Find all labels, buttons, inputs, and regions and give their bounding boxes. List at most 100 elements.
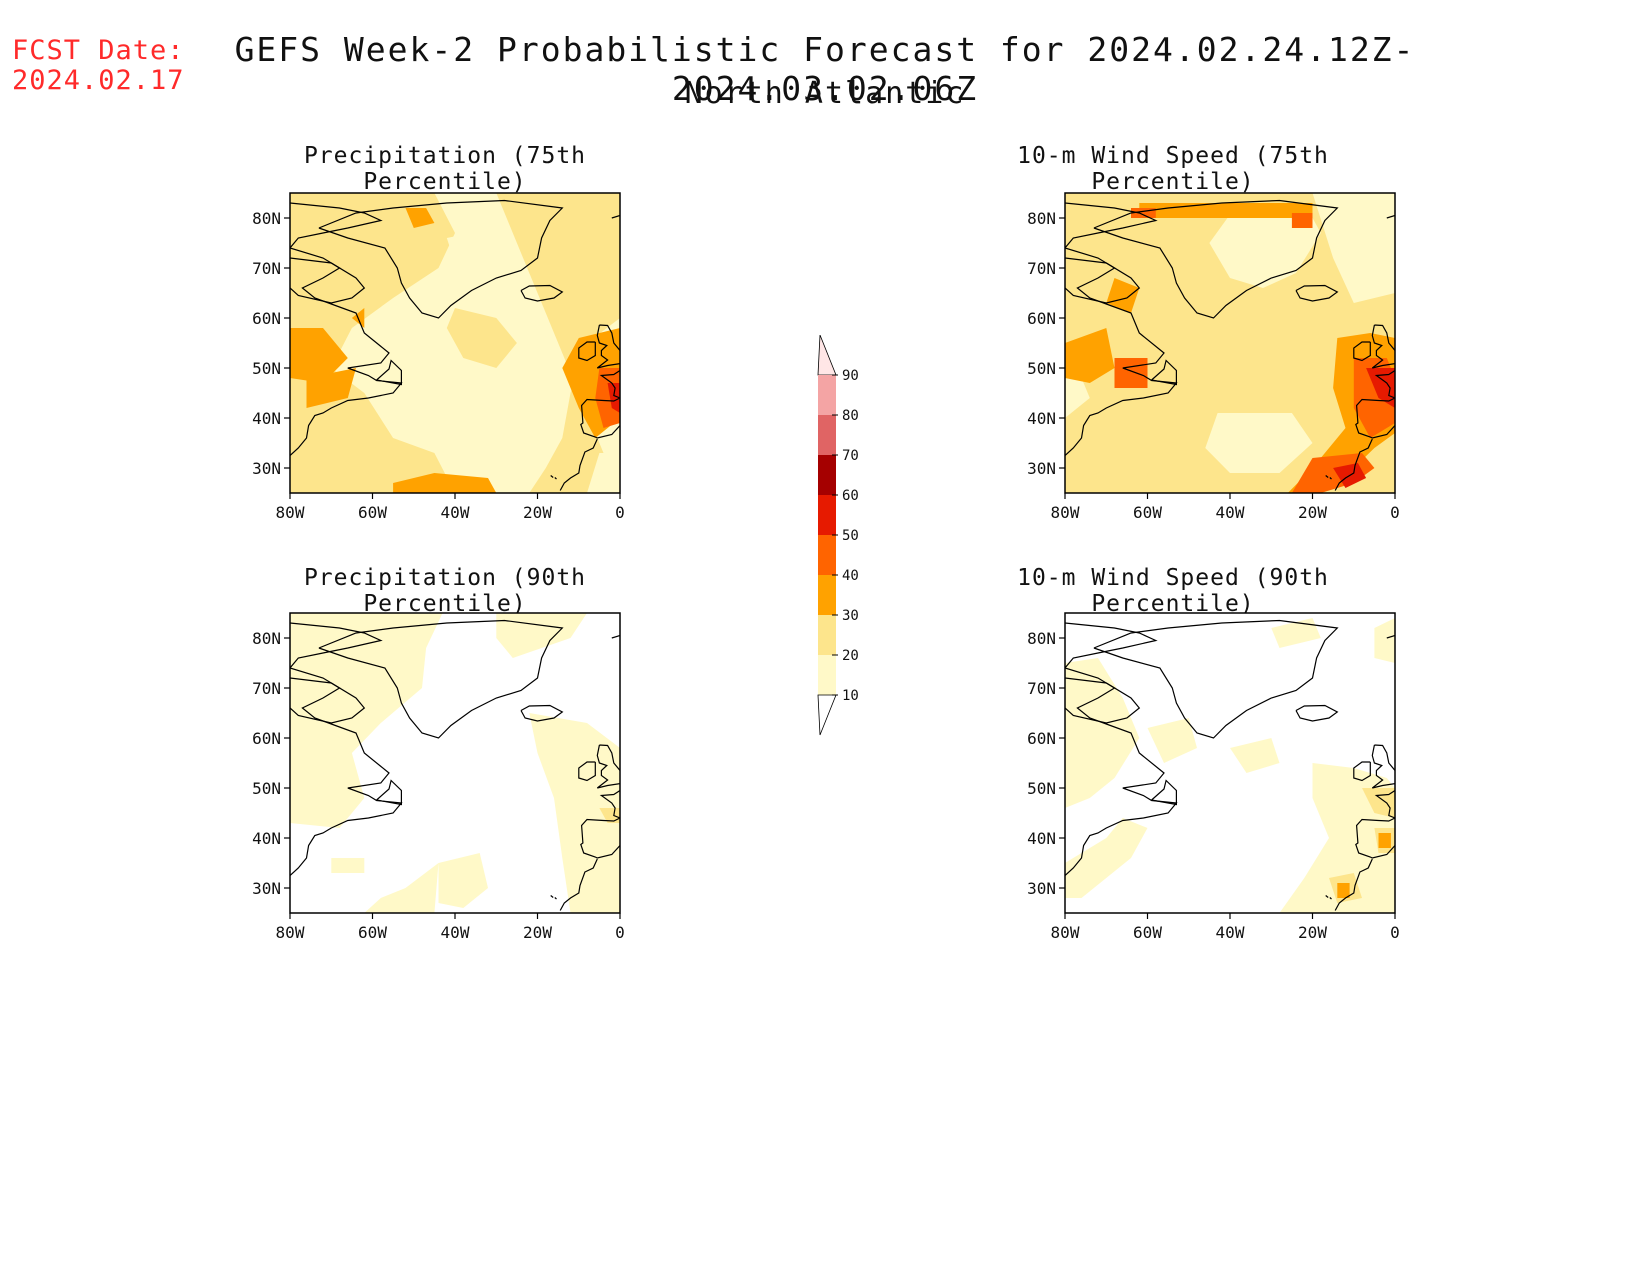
- coastline: [1151, 359, 1177, 386]
- lat-tick-label: 40N: [1027, 409, 1056, 428]
- probability-contour-region: [290, 193, 455, 493]
- probability-contour-region: [1065, 328, 1115, 383]
- forecast-date-block: FCST Date: 2024.02.17: [12, 36, 185, 96]
- lat-tick-label: 70N: [1027, 259, 1056, 278]
- map-precip-90: 80N 70N 60N 50N 40N 30N 80W 60W 40W 20W 0: [252, 612, 625, 942]
- lat-tick-label: 30N: [252, 879, 281, 898]
- coastline: [1355, 397, 1395, 439]
- coastline: [596, 324, 620, 369]
- coastline: [1065, 257, 1141, 304]
- legend-tick-label: 20: [842, 648, 859, 664]
- coastline: [290, 677, 366, 724]
- coastline: [578, 761, 596, 782]
- legend-tick-label: 40: [842, 568, 859, 584]
- coastline: [1371, 744, 1395, 789]
- probability-contour-region: [1312, 193, 1395, 303]
- coastline: [1334, 858, 1373, 911]
- legend-color-segment: [818, 615, 836, 655]
- coastline: [611, 214, 620, 219]
- coastline: [1386, 214, 1395, 219]
- coastline: [554, 897, 557, 900]
- contour-fill-layer: [1065, 613, 1395, 913]
- probability-contour-region: [446, 228, 517, 268]
- coastline: [1151, 779, 1177, 806]
- probability-contour-region: [438, 853, 488, 908]
- lon-tick-label: 80W: [276, 503, 305, 522]
- probability-contour-region: [446, 308, 517, 368]
- map-precip-75: 80N 70N 60N 50N 40N 30N 80W 60W 40W 20W 0: [252, 192, 625, 522]
- coastline: [1065, 622, 1178, 876]
- probability-contour-region: [1147, 718, 1197, 763]
- map-wind-75: 80N 70N 60N 50N 40N 30N 80W 60W 40W 20W 0: [1027, 192, 1400, 522]
- lat-tick-label: 60N: [252, 309, 281, 328]
- legend-tick-label: 60: [842, 488, 859, 504]
- lon-tick-label: 20W: [1298, 503, 1327, 522]
- lat-tick-label: 40N: [1027, 829, 1056, 848]
- lon-tick-label: 80W: [1051, 923, 1080, 942]
- probability-contour-region: [1374, 618, 1395, 663]
- coastline: [1325, 895, 1329, 898]
- probability-contour-region: [290, 613, 443, 828]
- probability-contour-region: [364, 863, 439, 913]
- lat-tick-label: 40N: [252, 829, 281, 848]
- coastline: [599, 369, 620, 399]
- coastline: [596, 744, 620, 789]
- legend-color-segment: [818, 575, 836, 615]
- probability-contour-region: [1271, 618, 1321, 648]
- coastline: [1295, 284, 1339, 302]
- probability-contour-region: [496, 613, 587, 658]
- lon-tick-label: 80W: [276, 923, 305, 942]
- coastline: [1386, 634, 1395, 639]
- lon-tick-label: 40W: [441, 923, 470, 942]
- probability-contour-region: [1065, 658, 1140, 808]
- lon-tick-label: 40W: [1216, 503, 1245, 522]
- legend-top-arrow: [817, 335, 837, 376]
- forecast-date-label: FCST Date:: [12, 35, 185, 66]
- lat-tick-label: 60N: [1027, 309, 1056, 328]
- coastline: [1329, 897, 1332, 900]
- probability-contour-region: [1378, 833, 1391, 848]
- coastline: [1334, 438, 1373, 491]
- coastline: [550, 895, 554, 898]
- legend-bottom-arrow: [817, 694, 837, 736]
- coastline: [1329, 477, 1332, 480]
- coastline: [1295, 704, 1339, 722]
- probability-contour-region: [1362, 788, 1395, 818]
- lon-tick-label: 60W: [358, 923, 387, 942]
- probability-contour-region: [1106, 278, 1140, 313]
- probability-contour-region: [587, 453, 620, 493]
- legend-color-segment: [818, 495, 836, 535]
- lat-tick-label: 40N: [252, 409, 281, 428]
- lat-tick-label: 80N: [1027, 629, 1056, 648]
- coastline: [376, 359, 402, 386]
- coastline: [1353, 341, 1371, 362]
- probability-contour-region: [331, 858, 365, 873]
- panel-title-wind-75: 10-m Wind Speed (75th Percentile): [1017, 143, 1329, 195]
- lon-tick-label: 20W: [1298, 923, 1327, 942]
- coastline: [580, 397, 620, 439]
- probability-contour-region: [1065, 818, 1148, 898]
- coastline: [578, 341, 596, 362]
- probability-contour-region: [1114, 358, 1148, 388]
- coastline: [1371, 324, 1395, 369]
- coastline: [1374, 369, 1395, 399]
- coastline: [290, 257, 366, 304]
- coastline-layer: [1065, 199, 1395, 491]
- lon-tick-label: 20W: [523, 503, 552, 522]
- probability-contour-region: [1139, 203, 1313, 218]
- legend-tick-label: 10: [842, 688, 859, 704]
- lon-tick-label: 60W: [1133, 923, 1162, 942]
- lon-tick-label: 20W: [523, 923, 552, 942]
- lat-tick-label: 70N: [1027, 679, 1056, 698]
- lon-tick-label: 60W: [1133, 503, 1162, 522]
- lat-tick-label: 30N: [1027, 879, 1056, 898]
- lat-tick-label: 50N: [252, 359, 281, 378]
- coastline: [1093, 619, 1339, 739]
- probability-contour-region: [290, 328, 348, 383]
- legend-color-segment: [818, 375, 836, 415]
- panel-title-precip-75: Precipitation (75th Percentile): [303, 143, 587, 195]
- probability-contour-region: [405, 208, 435, 228]
- probability-contour-region: [1366, 368, 1395, 408]
- contour-fill-layer: [290, 613, 620, 913]
- probability-contour-region: [1337, 883, 1350, 898]
